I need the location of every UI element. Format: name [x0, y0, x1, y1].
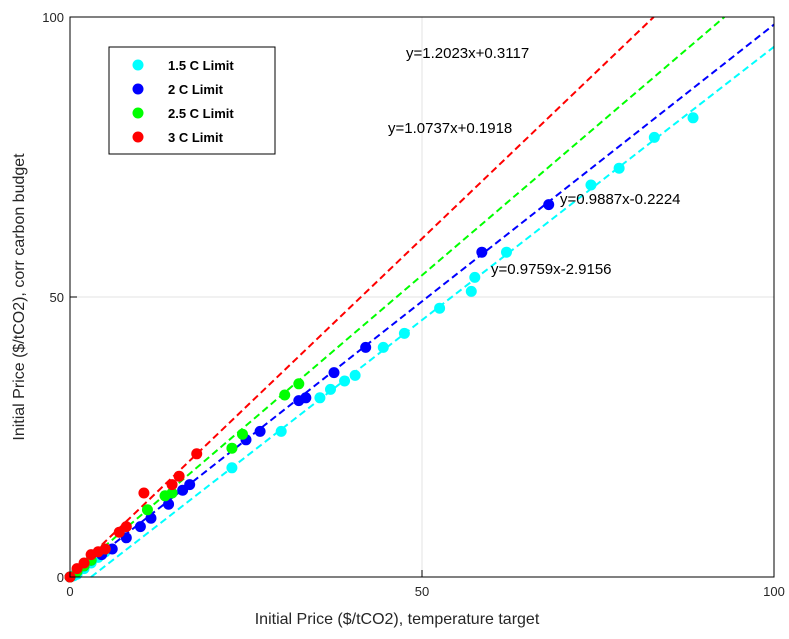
- data-point: [226, 462, 238, 474]
- data-point: [191, 448, 203, 460]
- data-point: [469, 271, 481, 283]
- legend-marker: [132, 59, 144, 71]
- data-point: [465, 285, 477, 297]
- axes: [69, 16, 775, 578]
- data-point: [184, 479, 196, 491]
- legend-marker: [132, 131, 144, 143]
- data-point: [314, 392, 326, 404]
- data-point: [166, 487, 178, 499]
- fit-line: [69, 16, 726, 577]
- data-point: [236, 428, 248, 440]
- data-point: [134, 521, 146, 533]
- data-point: [254, 425, 266, 437]
- data-point: [398, 327, 410, 339]
- legend-marker: [132, 83, 144, 95]
- data-point: [500, 246, 512, 258]
- data-point: [687, 112, 699, 124]
- data-point: [328, 367, 340, 379]
- data-point: [279, 389, 291, 401]
- tick-labels: 0 50 100 0 50 100: [42, 10, 785, 599]
- y-tick-label: 100: [42, 10, 64, 25]
- data-point: [613, 162, 625, 174]
- data-point: [145, 512, 157, 524]
- data-point: [476, 246, 488, 258]
- data-point: [166, 479, 178, 491]
- fit-equations: y=0.9759x-2.9156 y=0.9887x-0.2224 y=1.0737…: [388, 45, 681, 278]
- data-point: [648, 131, 660, 143]
- data-point: [138, 487, 150, 499]
- fit-equation: y=0.9759x-2.9156: [491, 261, 612, 278]
- data-point: [300, 392, 312, 404]
- y-axis-label: Initial Price ($/tCO2), corr carbon budg…: [11, 153, 28, 441]
- legend-label: 1.5 C Limit: [168, 58, 234, 73]
- data-point: [120, 521, 132, 533]
- data-point: [543, 199, 555, 211]
- data-point: [293, 378, 305, 390]
- y-tick-label: 50: [50, 290, 64, 305]
- data-point: [226, 442, 238, 454]
- data-point: [434, 302, 446, 314]
- legend: 1.5 C Limit 2 C Limit 2.5 C Limit 3 C Limit: [108, 46, 276, 155]
- x-axis-label: Initial Price ($/tCO2), temperature targ…: [255, 611, 540, 628]
- data-point: [339, 375, 351, 387]
- data-point: [99, 543, 111, 555]
- data-point: [360, 341, 372, 353]
- data-point: [163, 498, 175, 510]
- fit-line: [90, 46, 775, 578]
- x-tick-label: 50: [415, 584, 429, 599]
- data-point: [275, 425, 287, 437]
- fit-equation: y=1.0737x+0.1918: [388, 120, 512, 137]
- fit-equation: y=0.9887x-0.2224: [560, 191, 681, 208]
- legend-label: 2 C Limit: [168, 82, 224, 97]
- data-point: [349, 369, 361, 381]
- fit-equation: y=1.2023x+0.3117: [406, 45, 529, 62]
- data-point: [585, 179, 597, 191]
- x-tick-label: 0: [66, 584, 73, 599]
- x-tick-label: 100: [763, 584, 785, 599]
- data-point: [141, 504, 153, 516]
- legend-marker: [132, 107, 144, 119]
- legend-label: 2.5 C Limit: [168, 106, 234, 121]
- legend-label: 3 C Limit: [168, 130, 224, 145]
- y-tick-label: 0: [57, 570, 64, 585]
- data-point: [324, 383, 336, 395]
- data-point: [377, 341, 389, 353]
- data-point: [78, 557, 90, 569]
- data-point: [173, 470, 185, 482]
